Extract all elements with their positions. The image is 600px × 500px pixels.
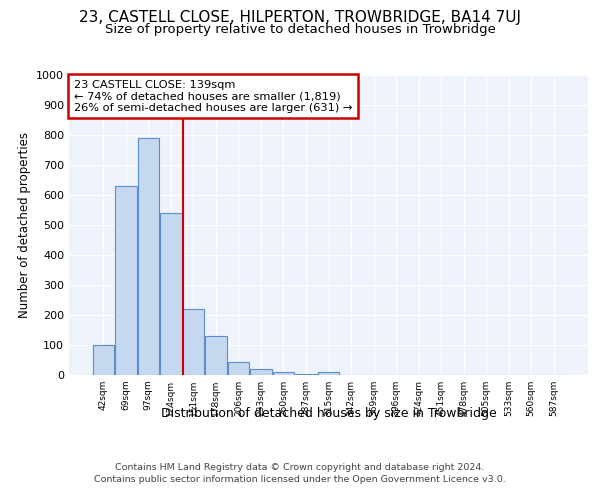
Text: Distribution of detached houses by size in Trowbridge: Distribution of detached houses by size … (161, 408, 497, 420)
Text: 23, CASTELL CLOSE, HILPERTON, TROWBRIDGE, BA14 7UJ: 23, CASTELL CLOSE, HILPERTON, TROWBRIDGE… (79, 10, 521, 25)
Y-axis label: Number of detached properties: Number of detached properties (17, 132, 31, 318)
Bar (115, 186, 137, 375)
Bar (318, 372, 339, 375)
Bar (228, 362, 249, 375)
Bar (137, 138, 159, 375)
Bar (92, 345, 114, 375)
Text: 23 CASTELL CLOSE: 139sqm
← 74% of detached houses are smaller (1,819)
26% of sem: 23 CASTELL CLOSE: 139sqm ← 74% of detach… (74, 80, 353, 112)
Text: Contains public sector information licensed under the Open Government Licence v3: Contains public sector information licen… (94, 474, 506, 484)
Bar (182, 309, 204, 375)
Bar (160, 213, 182, 375)
Bar (273, 372, 294, 375)
Text: Size of property relative to detached houses in Trowbridge: Size of property relative to detached ho… (104, 24, 496, 36)
Bar (205, 336, 227, 375)
Bar (250, 369, 272, 375)
Bar (295, 374, 317, 375)
Text: Contains HM Land Registry data © Crown copyright and database right 2024.: Contains HM Land Registry data © Crown c… (115, 463, 485, 472)
